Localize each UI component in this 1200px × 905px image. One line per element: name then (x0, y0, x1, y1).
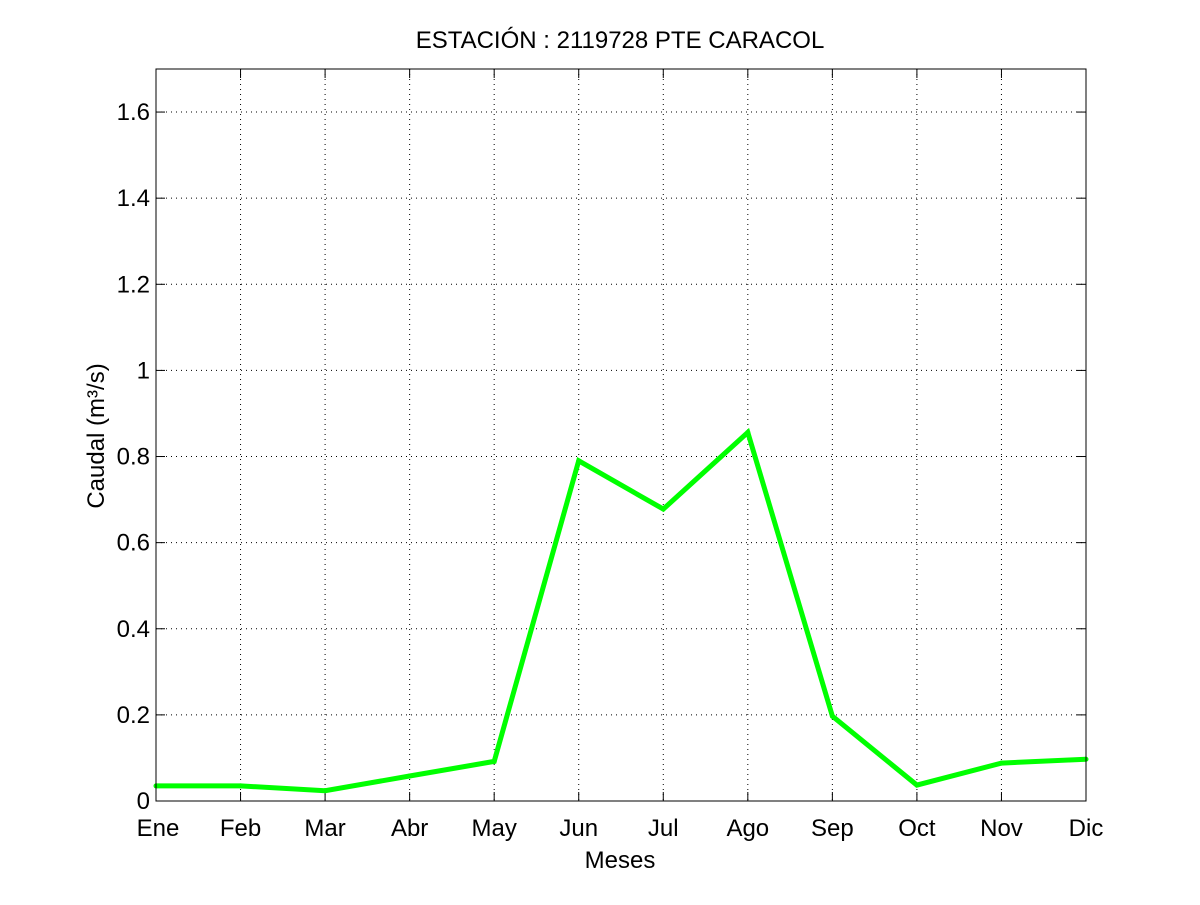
data-point (998, 760, 1004, 766)
x-tick-label: Abr (391, 815, 428, 842)
plot-frame (155, 68, 1087, 802)
y-tick-label: 1 (137, 357, 150, 384)
axis-ticks (155, 69, 1087, 802)
y-tick-labels: 0 0.2 0.4 0.6 0.8 1 1.2 1.4 1.6 (117, 99, 150, 815)
x-tick-label: Mar (304, 815, 345, 842)
data-point (322, 788, 328, 794)
series-layer (153, 427, 1089, 794)
x-tick-label: Dic (1069, 815, 1104, 842)
y-tick-label: 0.6 (117, 530, 150, 557)
data-point (576, 458, 582, 464)
x-tick-label: Jun (559, 815, 598, 842)
series-line (156, 427, 1087, 794)
grid-lines (156, 69, 1086, 801)
y-tick-label: 1.4 (117, 185, 150, 212)
x-axis-label: Meses (585, 847, 656, 874)
x-tick-label: Feb (220, 815, 261, 842)
data-point (407, 773, 413, 779)
x-tick-label: May (472, 815, 517, 842)
chart-title: ESTACIÓN : 2119728 PTE CARACOL (416, 27, 825, 54)
y-tick-label: 0.4 (117, 616, 150, 643)
x-tick-label: Ene (137, 815, 180, 842)
data-point (829, 713, 835, 719)
y-tick-label: 0 (137, 788, 150, 815)
y-tick-label: 1.2 (117, 271, 150, 298)
y-tick-label: 1.6 (117, 99, 150, 126)
x-tick-label: Ago (726, 815, 769, 842)
data-point (238, 783, 244, 789)
data-point (914, 782, 920, 788)
data-point (660, 506, 666, 512)
x-tick-label: Oct (898, 815, 936, 842)
data-point (491, 758, 497, 764)
y-tick-label: 0.8 (117, 444, 150, 471)
x-tick-label: Nov (980, 815, 1023, 842)
y-axis-label: Caudal (m³/s) (83, 363, 110, 508)
y-tick-label: 0.2 (117, 702, 150, 729)
x-tick-label: Jul (648, 815, 679, 842)
data-point (745, 429, 751, 435)
plot-area (156, 69, 1086, 801)
x-tick-label: Sep (811, 815, 854, 842)
x-tick-labels: Ene Feb Mar Abr May Jun Jul Ago Sep Oct Nov Dic (137, 815, 1104, 842)
